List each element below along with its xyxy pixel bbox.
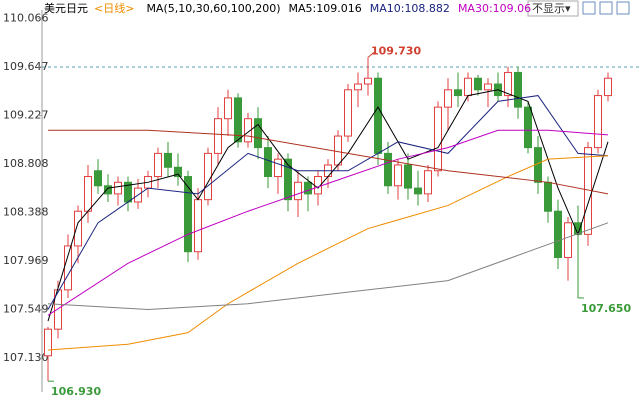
- candle-body: [214, 118, 222, 154]
- candle-body: [424, 170, 432, 195]
- candle-body: [594, 95, 602, 149]
- y-tick-label: 110.066: [3, 12, 49, 25]
- candle-body: [284, 158, 292, 201]
- symbol: 美元日元: [44, 2, 88, 15]
- candle-body: [394, 164, 402, 187]
- candle-body: [474, 77, 482, 91]
- y-tick-label: 107.549: [3, 303, 49, 316]
- candle-body: [304, 181, 312, 195]
- annotation-label: 107.650: [581, 302, 631, 315]
- candle-body: [334, 135, 342, 166]
- y-tick-label: 109.647: [3, 60, 49, 73]
- hide-button-frame[interactable]: [527, 0, 579, 17]
- candle-body: [524, 106, 532, 149]
- ma-line: [47, 95, 609, 310]
- y-tick-label: 108.808: [3, 157, 49, 170]
- candle-body: [554, 210, 562, 258]
- candle-body: [94, 170, 102, 187]
- candle-body: [44, 328, 52, 357]
- hide-button[interactable]: 不显示▾: [532, 2, 571, 15]
- candle-body: [194, 199, 202, 253]
- candle-body: [254, 118, 262, 149]
- y-tick-label: 109.227: [3, 109, 49, 122]
- candle-body: [244, 118, 252, 143]
- candle-body: [444, 89, 452, 108]
- candle-body: [404, 164, 412, 189]
- candle-body: [374, 77, 382, 154]
- ma-readout: MA10:108.882: [370, 2, 450, 15]
- ma-line: [47, 222, 609, 311]
- candle-body: [354, 83, 362, 91]
- candle-body: [264, 147, 272, 178]
- toolbar-icons[interactable]: [582, 1, 630, 15]
- y-tick-label: 107.969: [3, 254, 49, 267]
- candle-body: [384, 152, 392, 187]
- candle-body: [184, 176, 192, 253]
- candle-body: [204, 152, 212, 201]
- candle-body: [64, 245, 72, 291]
- candle-body: [234, 97, 242, 143]
- candle-body: [514, 71, 522, 108]
- ma-line: [47, 129, 609, 316]
- candle-body: [294, 181, 302, 201]
- ma-title: MA(5,10,30,60,100,200): [146, 2, 280, 15]
- candle-body: [164, 152, 172, 168]
- candle-body: [274, 158, 282, 178]
- candle-body: [484, 83, 492, 91]
- candle-body: [454, 89, 462, 97]
- header: 美元日元 <日线>: [44, 1, 134, 15]
- candle-body: [434, 106, 442, 172]
- ma-readout: MA5:109.016: [289, 2, 362, 15]
- candle-body: [74, 210, 82, 247]
- candle-body: [114, 181, 122, 195]
- candle-body: [344, 89, 352, 137]
- candle-body: [604, 77, 612, 97]
- candle-body: [84, 176, 92, 212]
- y-tick-label: 108.388: [3, 206, 49, 219]
- ma-line: [47, 155, 609, 351]
- annotation-leader: [367, 52, 375, 58]
- candle-body: [154, 152, 162, 178]
- annotation-label: 109.730: [371, 44, 421, 57]
- candle-body: [224, 97, 232, 120]
- candle-body: [104, 185, 112, 195]
- ma-line: [48, 129, 609, 195]
- period: <日线>: [94, 1, 134, 15]
- candle-body: [364, 77, 372, 85]
- y-tick-label: 107.130: [3, 351, 49, 364]
- candle-body: [464, 77, 472, 97]
- candle-body: [564, 222, 572, 258]
- ma-readout: MA30:109.06: [458, 2, 531, 15]
- candle-body: [504, 71, 512, 97]
- annotation-label: 106.930: [51, 385, 101, 398]
- candle-body: [544, 181, 552, 212]
- candle-body: [174, 166, 182, 178]
- candle-body: [414, 187, 422, 195]
